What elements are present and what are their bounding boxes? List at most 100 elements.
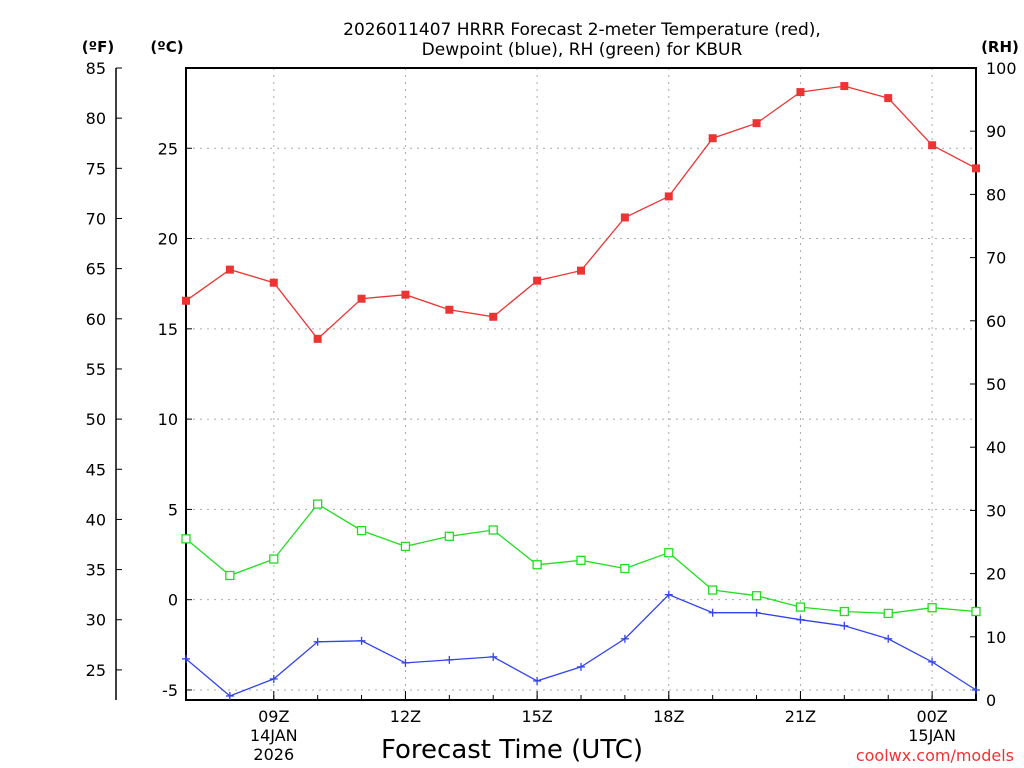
chart-title-line1: 2026011407 HRRR Forecast 2-meter Tempera… bbox=[343, 20, 821, 40]
x-tick-label: 00Z bbox=[916, 707, 947, 726]
dewpoint-point bbox=[225, 691, 234, 700]
temperature-point bbox=[884, 94, 893, 103]
rh-tick-label: 40 bbox=[986, 438, 1006, 457]
dewpoint-point bbox=[796, 615, 805, 624]
data-series bbox=[181, 82, 981, 700]
temperature-point bbox=[445, 305, 454, 314]
dewpoint-point bbox=[269, 674, 278, 683]
watermark-text: coolwx.com/models bbox=[856, 746, 1014, 765]
fahrenheit-tick-label: 65 bbox=[86, 260, 106, 279]
dewpoint-point bbox=[577, 662, 585, 671]
fahrenheit-tick-label: 60 bbox=[86, 310, 106, 329]
temperature-point bbox=[182, 296, 190, 305]
fahrenheit-tick-label: 70 bbox=[86, 209, 106, 228]
rh-point bbox=[971, 606, 981, 617]
x-tick-label: 21Z bbox=[785, 707, 816, 726]
dewpoint-point bbox=[357, 636, 366, 645]
rh-tick-label: 30 bbox=[986, 501, 1006, 520]
celsius-tick-label: 10 bbox=[158, 410, 178, 429]
rh-tick-label: 100 bbox=[986, 59, 1017, 78]
rh-tick-label: 60 bbox=[986, 312, 1006, 331]
temperature-point bbox=[357, 294, 366, 303]
dewpoint-point bbox=[182, 654, 190, 663]
temperature-point bbox=[620, 213, 629, 222]
rh-point bbox=[795, 602, 806, 612]
x-tick-year-label: 2026 bbox=[253, 745, 294, 764]
fahrenheit-tick-label: 35 bbox=[86, 561, 106, 580]
x-tick-label: 18Z bbox=[653, 707, 684, 726]
temperature-point bbox=[401, 290, 410, 299]
rh-point bbox=[181, 534, 191, 544]
rh-point bbox=[400, 541, 411, 552]
temperature-point bbox=[533, 276, 542, 285]
x-axis-label: Forecast Time (UTC) bbox=[381, 735, 643, 765]
rh-point bbox=[225, 570, 235, 581]
temperature-point bbox=[752, 119, 761, 128]
dewpoint-point bbox=[489, 652, 498, 661]
temperature-point bbox=[489, 312, 498, 321]
rh-point bbox=[269, 554, 279, 564]
chart-title-line2: Dewpoint (blue), RH (green) for KBUR bbox=[422, 40, 743, 60]
dewpoint-point bbox=[928, 657, 937, 666]
rh-tick-label: 50 bbox=[986, 375, 1006, 394]
x-tick-date-label: 14JAN bbox=[250, 726, 298, 745]
rh-point bbox=[444, 531, 454, 541]
temperature-point bbox=[840, 82, 849, 91]
rh-point bbox=[356, 525, 367, 536]
unit-label-rh: (RH) bbox=[981, 38, 1019, 56]
fahrenheit-tick-label: 25 bbox=[86, 661, 106, 680]
rh-point bbox=[751, 591, 762, 601]
fahrenheit-tick-label: 45 bbox=[86, 460, 106, 479]
dewpoint-point bbox=[840, 621, 849, 630]
celsius-tick-label: 0 bbox=[168, 591, 178, 610]
celsius-tick-label: 5 bbox=[168, 500, 178, 519]
rh-tick-label: 90 bbox=[986, 122, 1006, 141]
temperature-point bbox=[664, 192, 673, 201]
dewpoint-point bbox=[708, 608, 717, 617]
fahrenheit-tick-label: 50 bbox=[86, 410, 106, 429]
celsius-tick-label: -5 bbox=[162, 681, 178, 700]
dewpoint-point bbox=[401, 658, 410, 667]
unit-label-fahrenheit: (ºF) bbox=[82, 38, 114, 56]
rh-tick-label: 70 bbox=[986, 249, 1006, 268]
x-tick-date-label: 15JAN bbox=[908, 726, 956, 745]
fahrenheit-tick-label: 85 bbox=[86, 59, 106, 78]
unit-label-celsius: (ºC) bbox=[150, 38, 183, 56]
rh-point bbox=[839, 606, 849, 617]
dewpoint-point bbox=[884, 634, 893, 643]
rh-point bbox=[883, 608, 893, 619]
temperature-point bbox=[269, 278, 278, 287]
fahrenheit-tick-label: 55 bbox=[86, 360, 106, 379]
celsius-tick-label: 25 bbox=[158, 139, 178, 158]
rh-point bbox=[927, 603, 937, 613]
rh-tick-label: 80 bbox=[986, 185, 1006, 204]
rh-point bbox=[620, 563, 630, 574]
rh-point bbox=[576, 555, 586, 565]
dewpoint-point bbox=[313, 637, 322, 646]
celsius-tick-label: 15 bbox=[158, 320, 178, 339]
temperature-point bbox=[796, 88, 805, 97]
temperature-point bbox=[972, 164, 980, 173]
x-tick-label: 12Z bbox=[390, 707, 421, 726]
dewpoint-point bbox=[533, 676, 542, 685]
rh-point bbox=[708, 585, 718, 595]
celsius-tick-label: 20 bbox=[158, 230, 178, 249]
temperature-point bbox=[708, 134, 717, 143]
fahrenheit-tick-label: 80 bbox=[86, 109, 106, 128]
rh-point bbox=[532, 560, 542, 570]
axis-ticks: -5 0 5 10 15 20 25 25 30 35 40 45 50 55 60 65 70 75 80 85 0 1… bbox=[86, 59, 1017, 764]
rh-point bbox=[313, 499, 323, 509]
x-tick-label: 15Z bbox=[521, 707, 552, 726]
temperature-point bbox=[577, 266, 585, 275]
temperature-point bbox=[225, 265, 234, 274]
fahrenheit-tick-label: 30 bbox=[86, 611, 106, 630]
fahrenheit-tick-label: 75 bbox=[86, 159, 106, 178]
rh-point bbox=[488, 525, 498, 535]
dewpoint-point bbox=[445, 655, 454, 664]
fahrenheit-tick-label: 40 bbox=[86, 510, 106, 529]
dewpoint-point bbox=[664, 590, 673, 599]
x-tick-label: 09Z bbox=[258, 707, 289, 726]
temperature-point bbox=[313, 334, 322, 343]
